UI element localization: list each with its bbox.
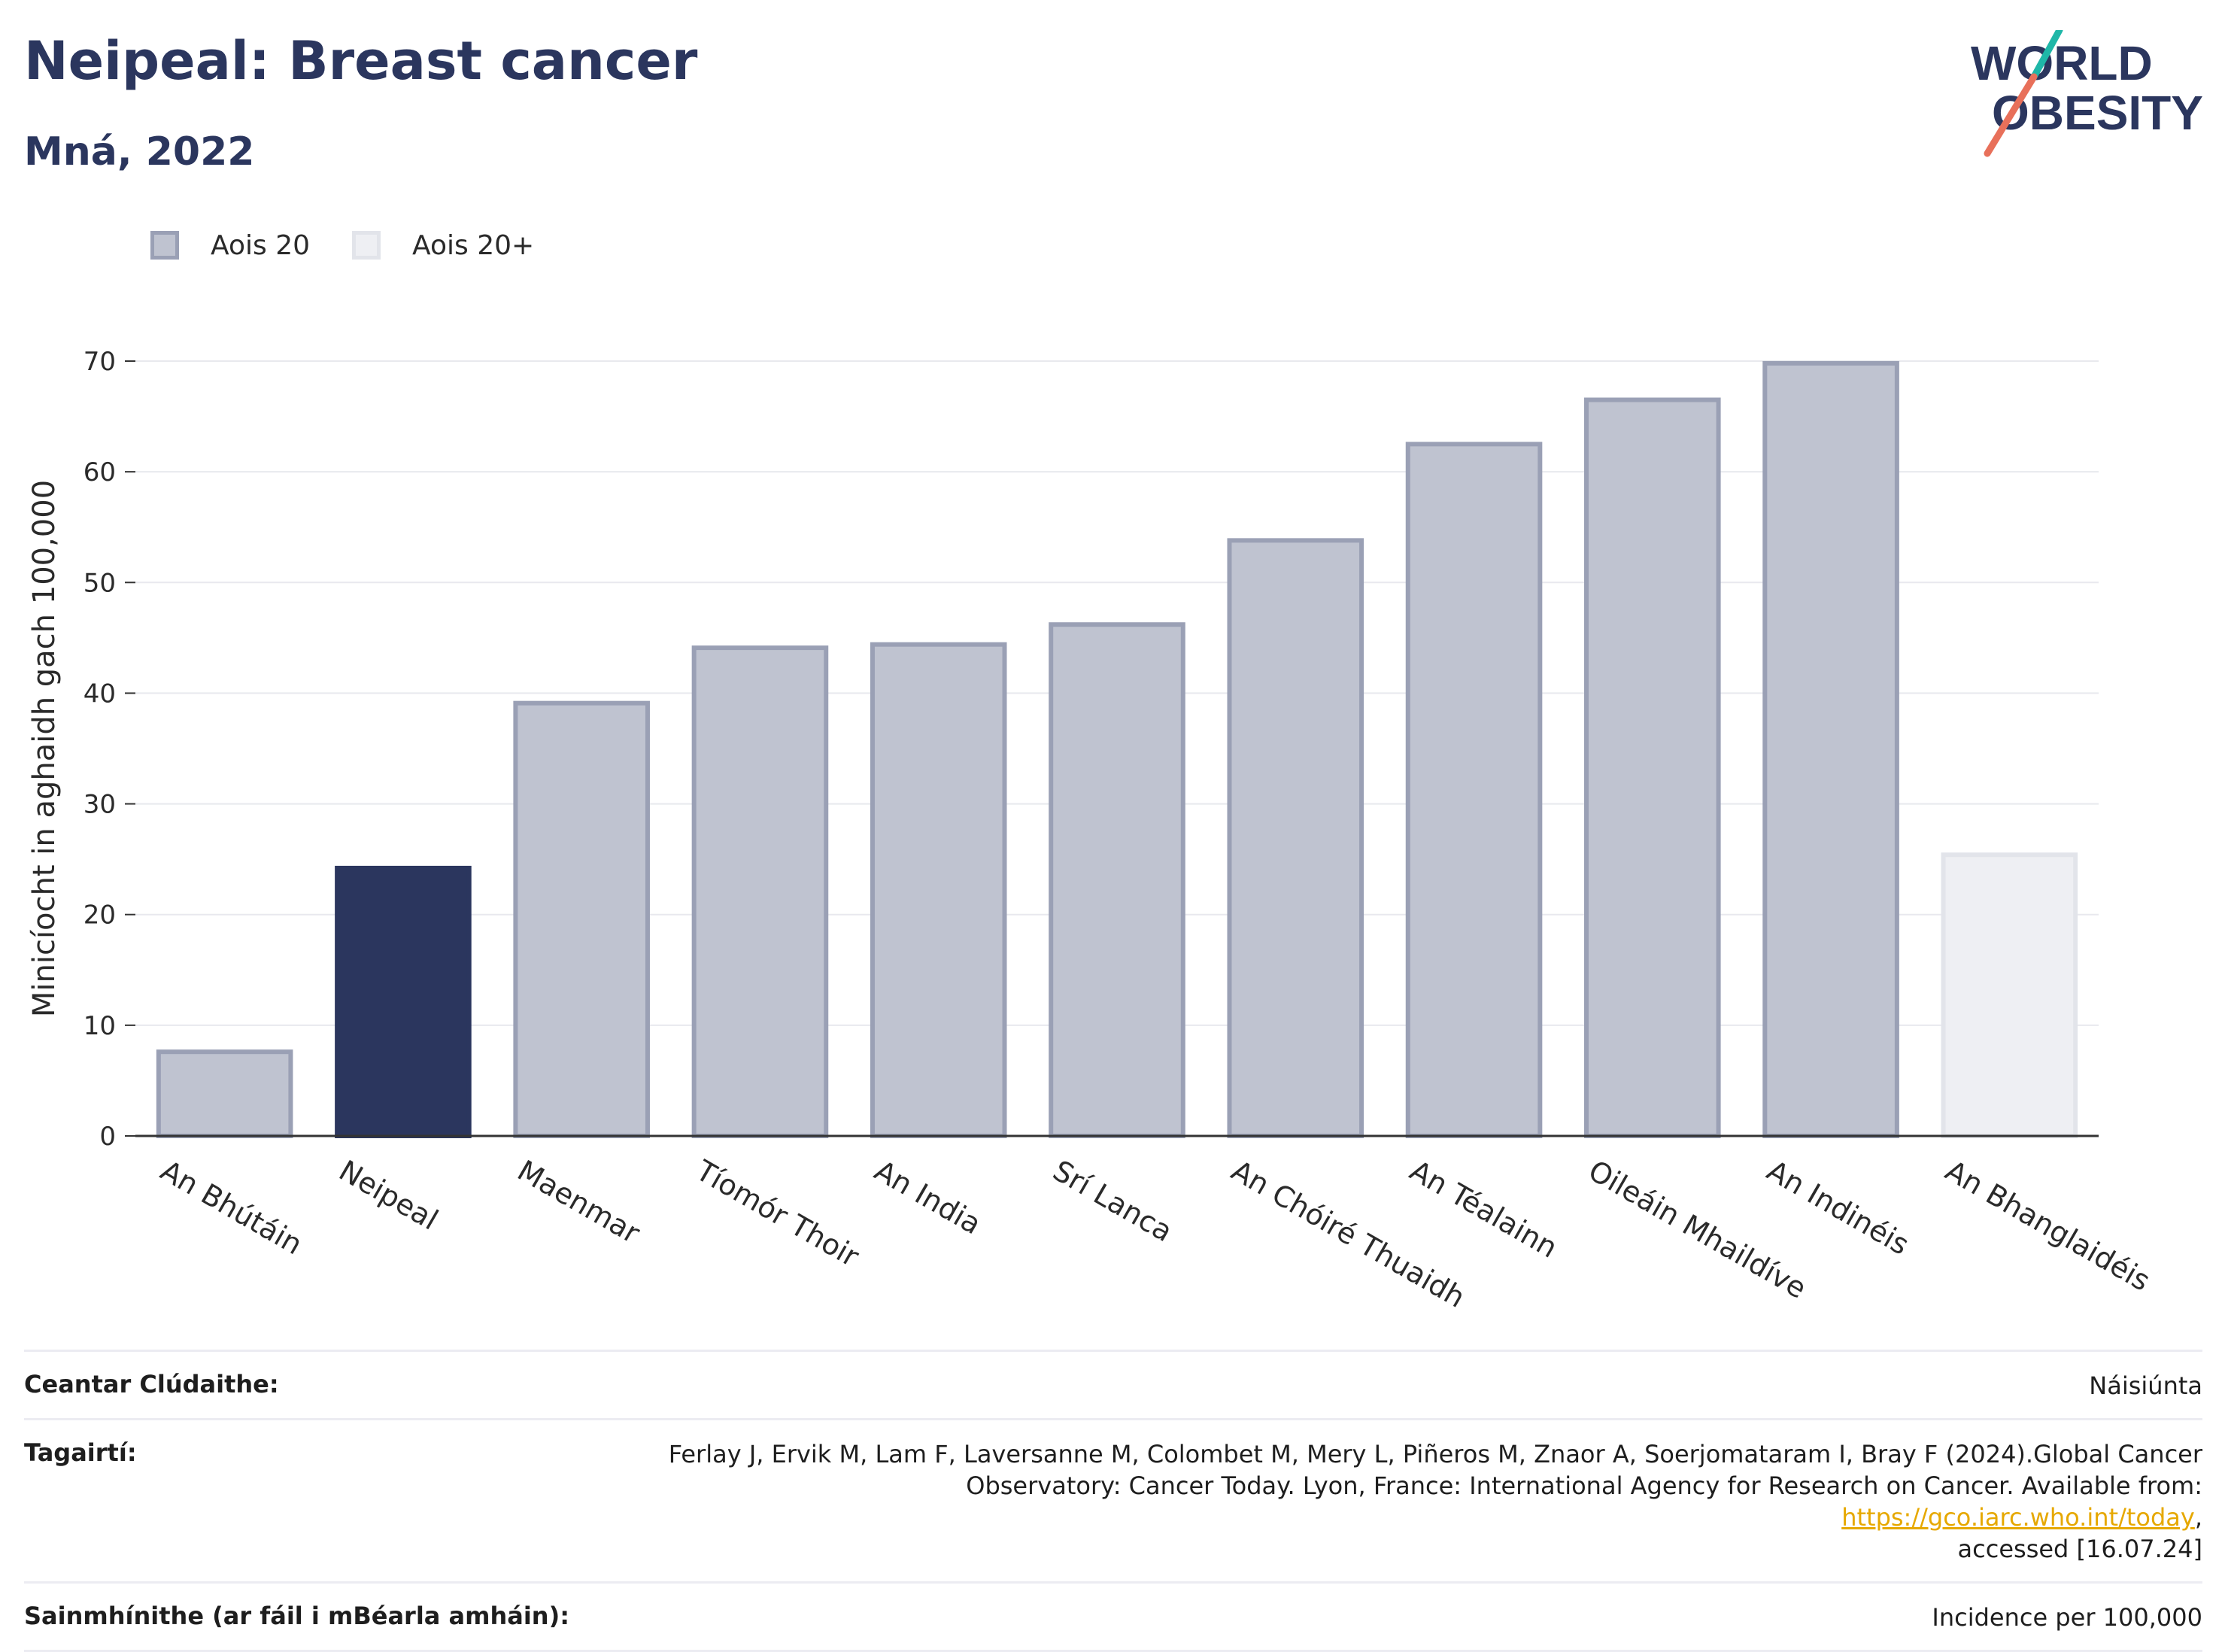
references-line-3: accessed [16.07.24] <box>1957 1535 2202 1563</box>
x-tick-label-an-indineis: An Indinéis <box>1762 1154 1915 1262</box>
y-tick-label-70: 70 <box>83 347 116 377</box>
references-line-2: Observatory: Cancer Today. Lyon, France:… <box>966 1471 2202 1500</box>
world-obesity-logo: WORLD OBESITY <box>1971 30 2203 157</box>
chart-metadata-table: Ceantar Clúdaithe: Náisiúnta Tagairtí: F… <box>24 1350 2202 1652</box>
bar-tiomor-thoir <box>691 645 829 1139</box>
x-tick-label-sri-lanca: Srí Lanca <box>1048 1154 1179 1249</box>
bar-an-indineis <box>1762 360 1899 1138</box>
bar-maenmar <box>513 700 650 1138</box>
logo-slash-top <box>2030 30 2063 80</box>
x-tick-label-maenmar: Maenmar <box>512 1154 646 1250</box>
legend-label-aois-20: Aois 20 <box>211 229 311 261</box>
y-tick-label-60: 60 <box>83 457 116 487</box>
legend-swatch-aois-20-plus <box>352 231 381 260</box>
y-tick-label-0: 0 <box>99 1122 116 1152</box>
references-label: Tagairtí: <box>24 1438 137 1467</box>
footer-row-coverage: Ceantar Clúdaithe: Náisiúnta <box>24 1350 2202 1418</box>
bar-an-choire-thuaidh <box>1227 538 1364 1139</box>
legend-label-aois-20-plus: Aois 20+ <box>412 229 535 261</box>
logo-line-1: WORLD <box>1971 36 2153 90</box>
bar-an-india <box>870 642 1007 1138</box>
references-line-2-end: , <box>2194 1503 2202 1532</box>
references-line-1: Ferlay J, Ervik M, Lam F, Laversanne M, … <box>668 1440 2202 1468</box>
chart-legend: Aois 20 Aois 20+ <box>150 224 576 266</box>
definitions-value: Incidence per 100,000 <box>1932 1603 2202 1632</box>
footer-row-references: Tagairtí: Ferlay J, Ervik M, Lam F, Lave… <box>24 1418 2202 1581</box>
page-title: Neipeal: Breast cancer <box>24 30 698 92</box>
references-value: Ferlay J, Ervik M, Lam F, Laversanne M, … <box>608 1438 2202 1565</box>
footer-row-definitions: Sainmhínithe (ar fáil i mBéarla amháin):… <box>24 1581 2202 1652</box>
bar-oileain-mhaildive <box>1584 397 1721 1138</box>
bar-an-tealainn <box>1405 442 1543 1139</box>
x-tick-label-an-india: An India <box>869 1154 987 1241</box>
bar-chart: 0 10 20 30 40 50 60 70 Minicíocht in aghaidh gac… <box>27 347 2156 1314</box>
bar-sri-lanca <box>1049 622 1185 1138</box>
definitions-label: Sainmhínithe (ar fáil i mBéarla amháin): <box>24 1602 569 1630</box>
logo-line-2: OBESITY <box>1992 86 2203 140</box>
y-tick-label-30: 30 <box>83 790 116 820</box>
legend-item-aois-20-plus[interactable]: Aois 20+ <box>352 230 534 261</box>
x-tick-label-an-bhanglaideis: An Bhanglaidéis <box>1940 1154 2156 1298</box>
legend-item-aois-20[interactable]: Aois 20 <box>150 230 310 261</box>
bar-an-bhanglaideis <box>1941 852 2078 1138</box>
logo-slash-bottom <box>1984 73 2038 157</box>
legend-swatch-aois-20 <box>150 231 179 260</box>
references-link[interactable]: https://gco.iarc.who.int/today <box>1841 1503 2195 1532</box>
y-tick-label-50: 50 <box>83 568 116 598</box>
page-subtitle: Mná, 2022 <box>24 129 255 175</box>
bar-neipeal <box>335 865 472 1139</box>
bar-an-bhutain <box>156 1049 293 1139</box>
coverage-label: Ceantar Clúdaithe: <box>24 1370 279 1398</box>
coverage-value: Náisiúnta <box>2089 1371 2202 1400</box>
y-tick-label-20: 20 <box>83 900 116 931</box>
y-tick-label-40: 40 <box>83 679 116 709</box>
x-tick-label-neipeal: Neipeal <box>333 1154 443 1237</box>
y-axis-title: Minicíocht in aghaidh gach 100,000 <box>27 480 62 1017</box>
x-tick-label-tiomor-thoir: Tíomór Thoir <box>690 1153 865 1274</box>
y-tick-label-10: 10 <box>83 1011 116 1041</box>
x-tick-label-an-bhutain: An Bhútáin <box>155 1154 308 1262</box>
x-tick-label-an-tealainn: An Téalainn <box>1404 1154 1563 1265</box>
